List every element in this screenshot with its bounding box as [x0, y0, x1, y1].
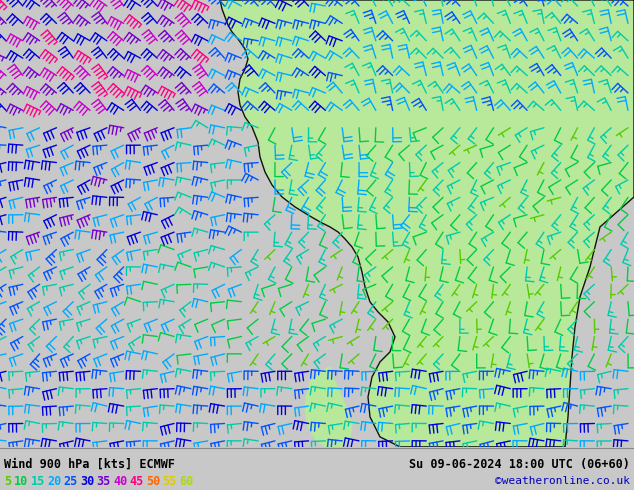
Text: 30: 30 — [80, 475, 94, 488]
Text: 45: 45 — [129, 475, 144, 488]
Polygon shape — [220, 0, 634, 447]
Text: Su 09-06-2024 18:00 UTC (06+60): Su 09-06-2024 18:00 UTC (06+60) — [409, 458, 630, 471]
Text: 55: 55 — [162, 475, 177, 488]
Text: ©weatheronline.co.uk: ©weatheronline.co.uk — [495, 476, 630, 487]
Text: 15: 15 — [30, 475, 45, 488]
Text: 5: 5 — [4, 475, 11, 488]
Text: 35: 35 — [96, 475, 111, 488]
Text: 20: 20 — [47, 475, 61, 488]
Text: 25: 25 — [63, 475, 78, 488]
Text: 10: 10 — [14, 475, 29, 488]
Text: Wind 900 hPa [kts] ECMWF: Wind 900 hPa [kts] ECMWF — [4, 458, 175, 471]
Polygon shape — [425, 403, 442, 419]
Text: 60: 60 — [179, 475, 193, 488]
Text: 40: 40 — [113, 475, 127, 488]
Text: 50: 50 — [146, 475, 160, 488]
Polygon shape — [305, 367, 352, 447]
